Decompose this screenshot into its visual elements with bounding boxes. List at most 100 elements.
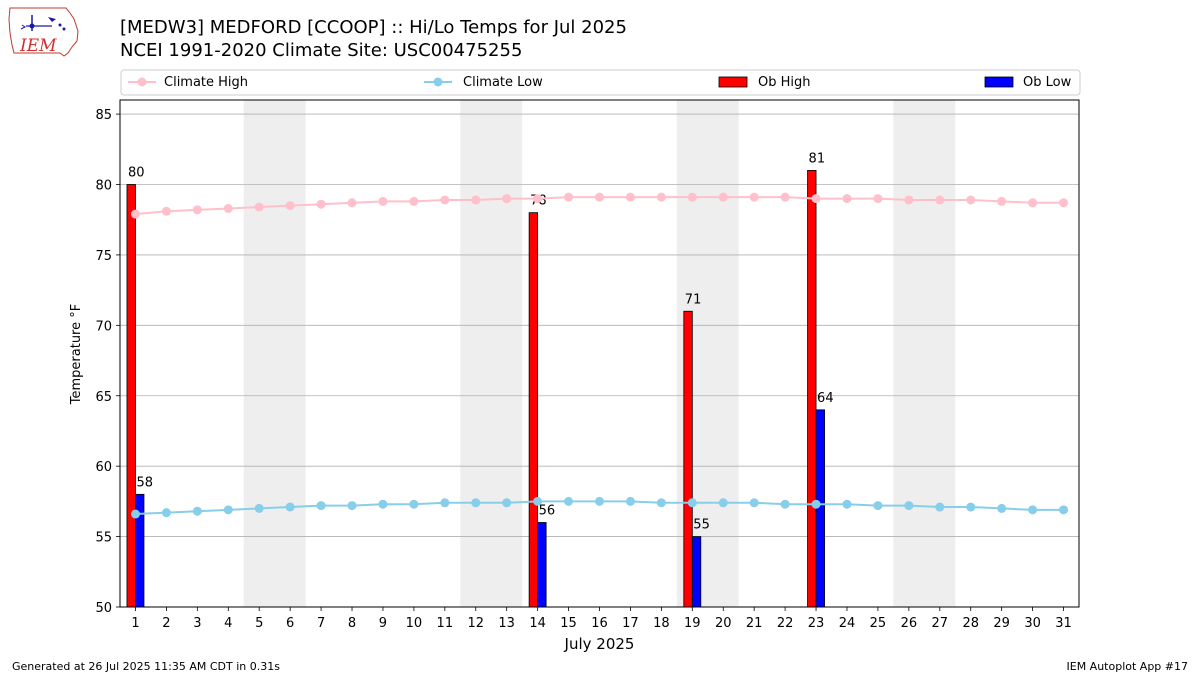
y-axis-label: Temperature °F: [69, 304, 84, 405]
x-tick-label-16: 16: [591, 616, 608, 631]
x-tick-label-30: 30: [1024, 616, 1041, 631]
climate-high-point-5: [254, 202, 264, 212]
climate-high-point-11: [440, 195, 450, 205]
climate-low-point-22: [780, 499, 790, 509]
climate-high-point-29: [997, 196, 1007, 206]
climate-high-point-17: [625, 192, 635, 202]
climate-low-point-29: [997, 503, 1007, 513]
climate-low-point-12: [471, 498, 481, 508]
x-tick-label-29: 29: [993, 616, 1010, 631]
climate-low-point-15: [564, 496, 574, 506]
climate-low-point-3: [192, 506, 202, 516]
weekend-band-0: [243, 100, 306, 607]
x-tick-label-31: 31: [1055, 616, 1072, 631]
ob-low-bar-14: [537, 522, 547, 608]
climate-high-point-6: [285, 201, 295, 211]
climate-high-point-10: [409, 196, 419, 206]
climate-low-point-16: [595, 496, 604, 506]
climate-low-point-30: [1028, 505, 1038, 515]
climate-low-point-5: [254, 503, 264, 513]
x-tick-label-12: 12: [467, 616, 484, 631]
climate-high-point-24: [842, 194, 852, 204]
x-tick-label-28: 28: [962, 616, 979, 631]
climate-high-point-23: [811, 194, 821, 204]
legend-ob-high-swatch: [718, 76, 748, 88]
x-tick-label-1: 1: [131, 616, 139, 631]
climate-high-point-15: [564, 192, 574, 202]
climate-low-point-19: [687, 498, 697, 508]
logo-text: IEM: [20, 36, 57, 56]
x-tick-label-22: 22: [777, 616, 794, 631]
x-tick-label-4: 4: [224, 616, 232, 631]
ob-low-label-19: 55: [693, 518, 710, 533]
x-tick-label-15: 15: [560, 616, 577, 631]
climate-high-point-1: [130, 209, 140, 219]
x-tick-label-14: 14: [529, 616, 546, 631]
ob-high-label-23: 81: [809, 151, 826, 166]
x-tick-label-11: 11: [437, 616, 454, 631]
climate-low-point-31: [1059, 505, 1069, 515]
climate-low-point-14: [533, 496, 543, 506]
climate-high-point-30: [1028, 198, 1038, 208]
legend-ob-high-label: Ob High: [758, 75, 811, 90]
climate-low-point-28: [966, 502, 976, 512]
climate-high-point-4: [223, 203, 233, 213]
climate-low-point-26: [904, 501, 914, 511]
chart-svg: Climate High Climate Low Ob High Ob Low 50 5…: [69, 69, 1081, 653]
climate-low-point-2: [161, 508, 171, 518]
x-tick-label-26: 26: [901, 616, 918, 631]
chart-title-line2: NCEI 1991-2020 Climate Site: USC00475255: [120, 40, 523, 61]
ob-high-label-1: 80: [128, 166, 145, 181]
weekend-band-3: [893, 100, 956, 607]
x-tick-label-10: 10: [406, 616, 423, 631]
x-tick-label-6: 6: [286, 616, 294, 631]
climate-low-point-24: [842, 499, 852, 509]
climate-high-point-18: [656, 192, 666, 202]
x-tick-label-21: 21: [746, 616, 763, 631]
x-tick-label-2: 2: [162, 616, 170, 631]
y-tick-label-50: 50: [95, 601, 112, 616]
iem-iowa-logo-icon: [8, 7, 79, 57]
iem-logo: IEM: [6, 5, 82, 63]
climate-low-point-7: [316, 501, 326, 511]
ob-high-label-19: 71: [685, 292, 702, 307]
climate-high-point-3: [192, 205, 202, 215]
legend-ob-low-swatch: [984, 76, 1014, 88]
x-tick-label-9: 9: [379, 616, 387, 631]
x-tick-label-8: 8: [348, 616, 356, 631]
plot-frame: [119, 99, 1080, 608]
legend: Climate High Climate Low Ob High Ob Low: [120, 69, 1081, 96]
ob-low-bar-19: [691, 536, 702, 608]
ob-high-bar-23: [807, 170, 817, 608]
climate-low-point-25: [873, 501, 883, 511]
x-tick-label-7: 7: [317, 616, 325, 631]
climate-low-point-23: [811, 499, 821, 509]
legend-climate-low-marker: [433, 77, 443, 87]
legend-climate-high-marker: [137, 77, 147, 87]
ob-low-label-1: 58: [136, 475, 153, 490]
climate-low-point-9: [378, 499, 388, 509]
climate-high-point-12: [471, 195, 481, 205]
y-tick-label-80: 80: [95, 179, 112, 194]
climate-high-point-22: [780, 192, 790, 202]
x-tick-label-23: 23: [808, 616, 825, 631]
y-tick-label-60: 60: [95, 460, 112, 475]
climate-low-point-17: [625, 496, 635, 506]
climate-high-point-8: [347, 198, 357, 208]
climate-high-point-19: [687, 192, 697, 202]
climate-high-point-27: [935, 195, 945, 205]
climate-high-point-13: [502, 194, 512, 204]
x-tick-label-5: 5: [255, 616, 263, 631]
climate-low-point-27: [935, 502, 945, 512]
climate-high-point-14: [533, 194, 543, 204]
legend-box: [120, 69, 1081, 96]
footer-app: IEM Autoplot App #17: [1066, 660, 1189, 673]
climate-low-point-8: [347, 501, 357, 511]
climate-high-point-21: [749, 192, 759, 202]
legend-climate-low-label: Climate Low: [463, 75, 543, 90]
climate-high-point-26: [904, 195, 914, 205]
climate-low-point-6: [285, 502, 295, 512]
climate-low-point-1: [130, 509, 140, 519]
ob-low-label-14: 56: [539, 504, 556, 519]
x-tick-label-13: 13: [498, 616, 515, 631]
